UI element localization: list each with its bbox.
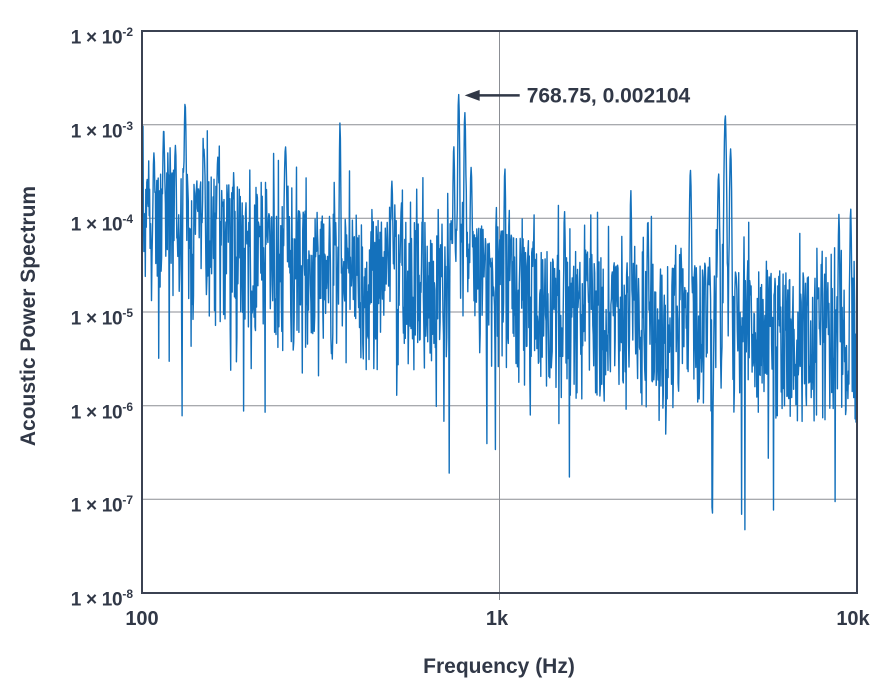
plot-frame [141, 30, 858, 594]
y-tick-1e-7: 1 × 10-7 [70, 493, 133, 517]
x-tick-1k: 1k [485, 608, 509, 630]
y-axis-title: Acoustic Power Spectrum [17, 185, 40, 447]
y-tick-1e-3: 1 × 10-3 [70, 119, 133, 143]
y-tick-1e-5: 1 × 10-5 [70, 306, 133, 330]
y-tick-1e-6: 1 × 10-6 [70, 400, 133, 424]
y-tick-1e-8: 1 × 10-8 [70, 587, 133, 611]
annotation-arrowhead-icon [464, 89, 480, 101]
y-tick-1e-2: 1 × 10-2 [70, 25, 133, 49]
spectrum-series [141, 93, 858, 531]
y-tick-1e-4: 1 × 10-4 [70, 212, 133, 236]
peak-annotation-label: 768.75, 0.002104 [527, 84, 691, 107]
spectrum-line [141, 93, 858, 531]
x-axis-title: Frequency (Hz) [423, 655, 575, 678]
peak-annotation-group: 768.75, 0.002104 [464, 84, 691, 107]
x-tick-10k: 10k [836, 608, 870, 630]
x-tick-100: 100 [125, 608, 159, 630]
